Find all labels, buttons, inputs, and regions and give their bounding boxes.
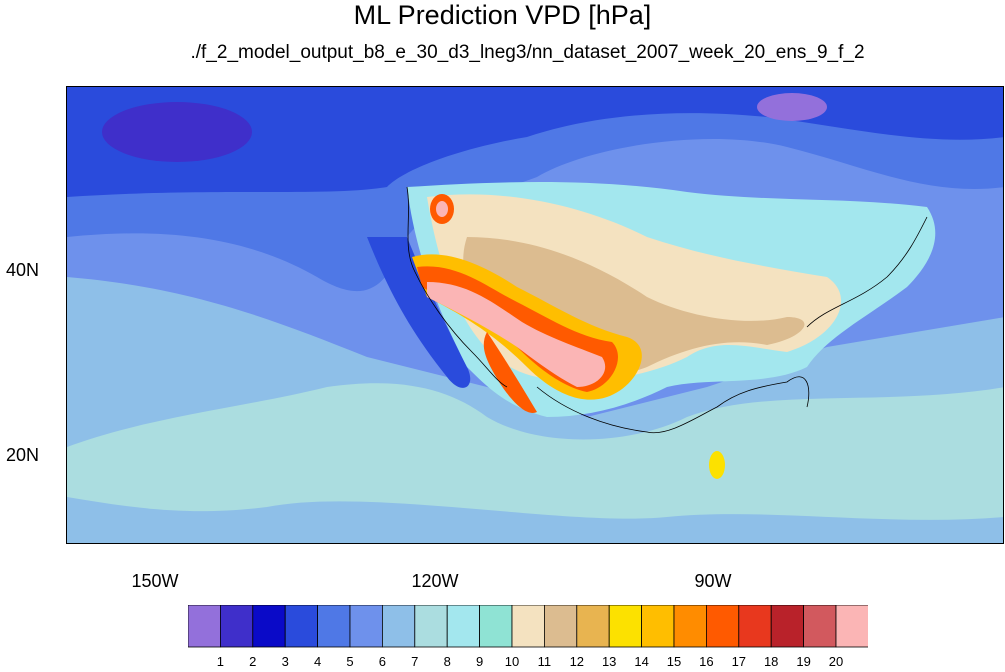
colorbar-box bbox=[446, 605, 481, 648]
colorbar-box bbox=[738, 605, 772, 648]
colorbar-tick-label: 16 bbox=[699, 654, 714, 669]
colorbar-box bbox=[349, 605, 383, 648]
colorbar bbox=[188, 605, 868, 648]
colorbar-box bbox=[220, 605, 254, 648]
colorbar-box bbox=[252, 605, 286, 648]
colorbar-tick-label: 7 bbox=[411, 654, 419, 669]
lat-label-40n: 40N bbox=[6, 260, 40, 280]
field-hudson-1 bbox=[757, 93, 827, 121]
field-south-8 bbox=[67, 383, 1003, 520]
lon-label-120w: 120W bbox=[411, 571, 459, 591]
colorbar-box bbox=[284, 605, 318, 648]
colorbar-tick-label: 6 bbox=[378, 654, 386, 669]
colorbar-box bbox=[641, 605, 675, 648]
colorbar-box bbox=[673, 605, 707, 648]
map-title: ML Prediction VPD [hPa] bbox=[353, 0, 652, 30]
colorbar-tick-label: 20 bbox=[828, 654, 844, 669]
colorbar-tick-label: 17 bbox=[731, 654, 747, 669]
colorbar-tick-label: 3 bbox=[281, 654, 289, 669]
colorbar-tick-label: 4 bbox=[313, 654, 322, 669]
colorbar-box bbox=[414, 605, 448, 648]
colorbar-tick-label: 18 bbox=[763, 654, 779, 669]
lon-label-90w: 90W bbox=[694, 571, 732, 591]
colorbar-box bbox=[608, 605, 643, 648]
colorbar-box bbox=[188, 605, 221, 648]
vpd-map bbox=[66, 86, 1004, 544]
colorbar-tick-label: 13 bbox=[601, 654, 617, 669]
colorbar-box bbox=[381, 605, 416, 648]
lon-label-150w: 150W bbox=[131, 571, 179, 591]
field-pacific-2 bbox=[102, 102, 252, 162]
coastline bbox=[406, 186, 928, 434]
colorbar-tick-label: 12 bbox=[569, 654, 585, 669]
colorbar-box bbox=[479, 605, 513, 648]
colorbar-box bbox=[576, 605, 610, 648]
colorbar-tick-label: 1 bbox=[216, 654, 224, 669]
colorbar-tick-label: 8 bbox=[443, 654, 451, 669]
colorbar-tick-label: 11 bbox=[537, 654, 552, 669]
colorbar-box bbox=[803, 605, 837, 648]
colorbar-tick-label: 5 bbox=[346, 654, 354, 669]
colorbar-box bbox=[835, 605, 868, 648]
colorbar-box bbox=[543, 605, 578, 648]
colorbar-tick-label: 10 bbox=[504, 654, 520, 669]
field-baja-17 bbox=[483, 332, 537, 413]
colorbar-box bbox=[770, 605, 805, 648]
colorbar-box bbox=[706, 605, 740, 648]
colorbar-tick-label: 9 bbox=[475, 654, 484, 669]
colorbar-tick-label: 15 bbox=[666, 654, 682, 669]
colorbar-tick-label: 14 bbox=[634, 654, 649, 669]
lat-label-20n: 20N bbox=[6, 445, 40, 465]
colorbar-tick-label: 19 bbox=[796, 654, 811, 669]
colorbar-box bbox=[317, 605, 351, 648]
colorbar-box bbox=[511, 605, 545, 648]
field-land-20 bbox=[427, 282, 606, 387]
field-yucatan-14 bbox=[709, 451, 725, 479]
field-coast-3 bbox=[367, 237, 471, 388]
colorbar-tick-label: 2 bbox=[249, 654, 257, 669]
field-pnw-20 bbox=[436, 201, 448, 217]
map-subtitle: ./f_2_model_output_b8_e_30_d3_lneg3/nn_d… bbox=[190, 42, 865, 63]
